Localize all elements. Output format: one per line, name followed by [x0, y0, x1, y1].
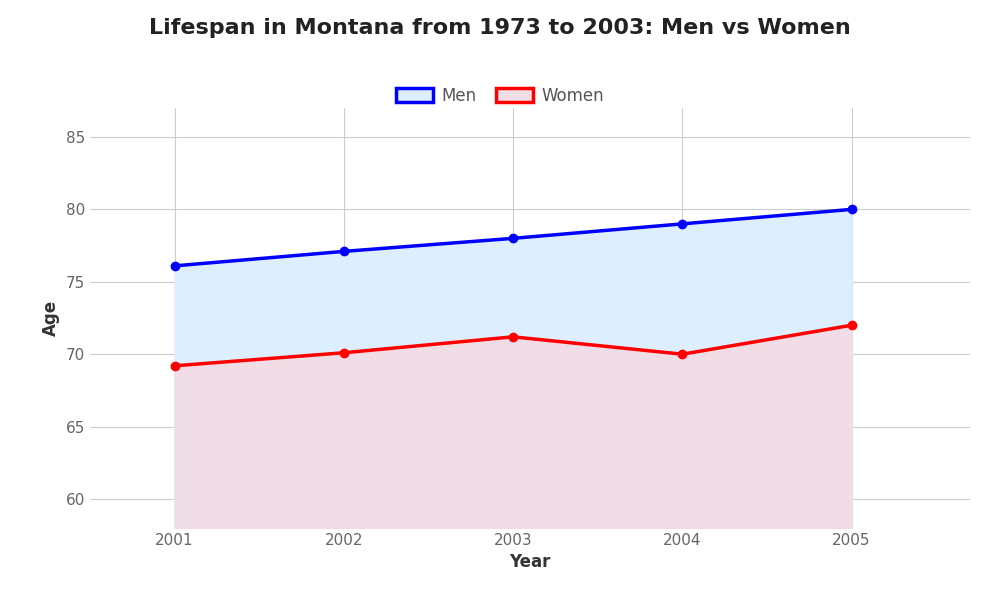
Text: Lifespan in Montana from 1973 to 2003: Men vs Women: Lifespan in Montana from 1973 to 2003: M… — [149, 18, 851, 38]
X-axis label: Year: Year — [509, 553, 551, 571]
Y-axis label: Age: Age — [42, 300, 60, 336]
Legend: Men, Women: Men, Women — [389, 80, 611, 112]
